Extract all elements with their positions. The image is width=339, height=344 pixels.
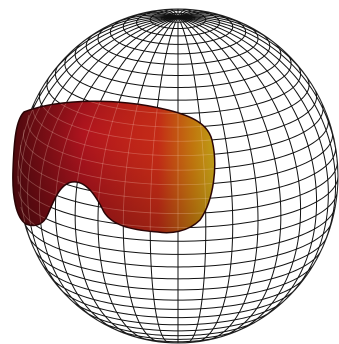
- grid-line: [39, 101, 215, 142]
- grid-line: [23, 129, 215, 186]
- grid-line: [177, 16, 282, 339]
- grid-line: [97, 101, 179, 233]
- grid-line: [46, 101, 215, 128]
- goggle-lens: [12, 100, 216, 234]
- grid-line: [177, 16, 302, 335]
- grid-line: [177, 16, 337, 264]
- grid-line: [122, 101, 179, 233]
- lens-shading: [12, 101, 215, 233]
- grid-line: [39, 101, 179, 233]
- grid-line: [177, 16, 234, 343]
- grid-line: [17, 101, 179, 185]
- grid-line: [55, 101, 179, 233]
- grid-line: [177, 16, 318, 326]
- grid-line: [177, 16, 259, 342]
- grid-line: [18, 160, 215, 214]
- grid-line: [177, 16, 329, 307]
- grid-line: [177, 101, 207, 233]
- grid-line: [17, 175, 215, 229]
- grid-line: [149, 101, 179, 233]
- grid-line: [27, 101, 179, 233]
- grid-line: [74, 16, 179, 339]
- grid-line: [20, 144, 215, 200]
- grid-line: [27, 114, 215, 171]
- lens-frame: [12, 100, 216, 234]
- grid-line: [18, 191, 215, 233]
- grid-line: [32, 101, 215, 157]
